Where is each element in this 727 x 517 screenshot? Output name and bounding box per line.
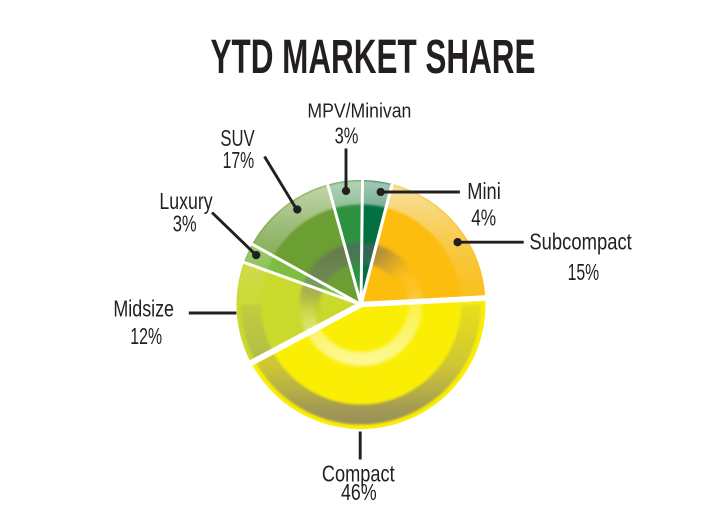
- svg-text:MPV/Minivan: MPV/Minivan: [307, 100, 411, 122]
- svg-text:15%: 15%: [568, 259, 600, 285]
- svg-text:YTD MARKET SHARE: YTD MARKET SHARE: [211, 30, 536, 84]
- svg-text:Subcompact: Subcompact: [529, 229, 632, 255]
- svg-text:Mini: Mini: [467, 178, 501, 204]
- svg-text:12%: 12%: [130, 323, 162, 349]
- svg-text:3%: 3%: [335, 122, 359, 148]
- svg-text:3%: 3%: [173, 210, 197, 236]
- svg-text:4%: 4%: [471, 205, 496, 231]
- svg-text:46%: 46%: [341, 479, 377, 505]
- svg-text:Luxury: Luxury: [159, 188, 213, 214]
- svg-text:Midsize: Midsize: [113, 296, 174, 322]
- svg-text:Compact: Compact: [322, 460, 395, 486]
- svg-text:17%: 17%: [223, 147, 255, 173]
- svg-text:SUV: SUV: [220, 125, 255, 151]
